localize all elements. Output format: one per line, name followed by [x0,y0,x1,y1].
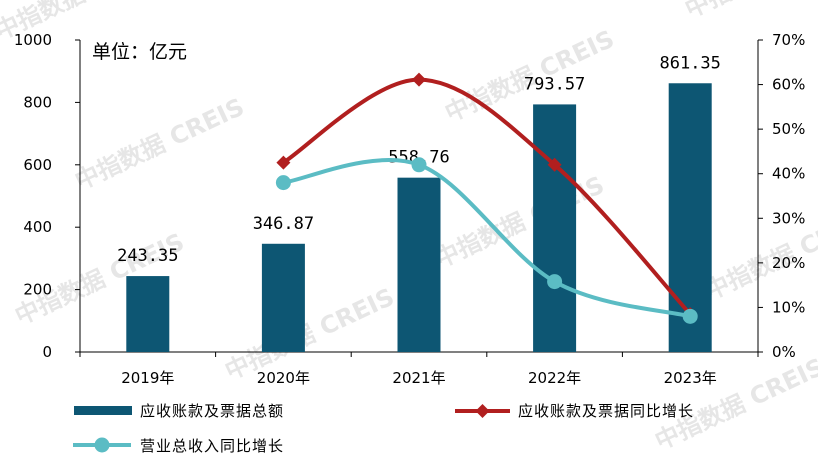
bar-data-label: 243.35 [117,246,178,266]
receivables-growth-line [281,77,693,317]
bar-data-label: 346.87 [253,214,314,234]
left-tick-label: 600 [23,156,52,174]
axes: 0 200 400 600 800 1000 0% 10% 20% 30% 40% 50% 60% 70%… [14,31,806,387]
legend-label-revenue-growth: 营业总收入同比增长 [140,437,284,455]
bar-data-label: 861.35 [659,53,720,73]
revenue-growth-point [411,157,427,173]
revenue-growth-point [547,274,563,290]
left-tick-label: 0 [42,343,52,361]
bar-data-label: 793.57 [524,74,585,94]
line-series [275,72,698,324]
bar-series [126,83,712,353]
left-tick-label: 800 [23,93,52,111]
receivables-growth-point [276,155,291,170]
x-tick-label: 2023年 [664,369,717,387]
legend-marker-receivables-growth [475,404,490,418]
legend-label-receivables-total: 应收账款及票据总额 [140,402,284,420]
revenue-growth-line [281,158,693,319]
bar [533,104,577,352]
x-tick-label: 2019年 [121,369,174,387]
left-tick-label: 1000 [14,31,52,49]
right-tick-label: 0% [772,343,796,361]
x-tick-label: 2020年 [257,369,310,387]
right-tick-label: 60% [772,76,805,94]
watermark-text: 中指数据 CREIS [431,171,609,274]
receivables-growth-point [412,72,426,87]
right-tick-label: 70% [772,31,805,49]
right-tick-label: 20% [772,254,805,272]
legend-marker-revenue-growth [94,437,110,453]
bar [261,243,305,352]
x-tick-label: 2021年 [392,369,445,387]
left-tick-label: 200 [23,281,52,299]
revenue-growth-point [275,175,291,191]
x-tick-label: 2022年 [528,369,581,387]
right-tick-label: 50% [772,120,805,138]
receivables-growth-point [547,157,562,172]
bar [397,177,441,352]
right-tick-label: 40% [772,165,805,183]
revenue-growth-point [682,308,698,324]
legend-swatch-bar [74,406,132,415]
watermark-text: 中指数据 CREIS [681,0,818,23]
legend-label-receivables-growth: 应收账款及票据同比增长 [518,402,694,420]
watermark-text: 中指数据 CREIS [71,93,249,196]
left-tick-label: 400 [23,218,52,236]
bar [126,276,170,352]
right-tick-label: 30% [772,209,805,227]
unit-label: 单位：亿元 [92,41,187,63]
right-tick-label: 10% [772,298,805,316]
